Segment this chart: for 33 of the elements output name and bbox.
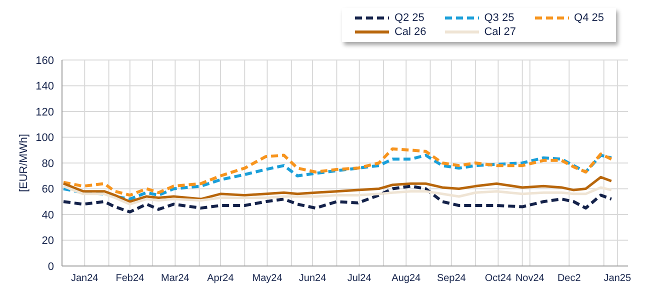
line-series	[62, 184, 613, 206]
y-tick-label: 120	[36, 106, 54, 118]
x-tick-label: Jan25	[604, 273, 632, 284]
legend-label: Q2 25	[394, 12, 424, 24]
line-series	[62, 154, 613, 201]
y-axis-title: [EUR/MWh]	[18, 134, 30, 192]
legend-label: Q3 25	[484, 12, 514, 24]
x-tick-label: Dec2	[557, 273, 582, 284]
y-tick-label: 80	[42, 158, 54, 170]
x-tick-label: Oct24	[484, 273, 512, 284]
x-tick-label: Jul24	[347, 273, 372, 284]
y-tick-label: 20	[42, 235, 54, 248]
x-tick-label: Aug24	[392, 273, 422, 284]
x-tick-label: Jun24	[298, 273, 327, 284]
line-series	[62, 184, 613, 214]
y-tick-label: 140	[36, 80, 54, 93]
y-tick-label: 160	[36, 54, 54, 67]
y-tick-label: 40	[42, 209, 54, 222]
x-tick-label: Apr24	[207, 273, 234, 284]
y-tick-label: 60	[42, 184, 54, 196]
x-tick-label: Jan24	[71, 273, 99, 284]
line-series	[62, 147, 613, 197]
x-tick-label: Feb24	[116, 273, 145, 284]
line-series	[62, 176, 613, 203]
legend-label: Q4 25	[574, 12, 604, 24]
y-tick-label: 100	[36, 132, 54, 144]
x-tick-label: Sep24	[436, 273, 466, 284]
x-tick-label: Mar24	[161, 273, 190, 284]
legend-label: Cal 27	[484, 26, 516, 38]
x-tick-label: May24	[252, 273, 283, 284]
y-tick-label: 0	[48, 260, 54, 273]
legend-label: Cal 26	[394, 26, 426, 38]
x-tick-label: Nov24	[515, 273, 545, 284]
